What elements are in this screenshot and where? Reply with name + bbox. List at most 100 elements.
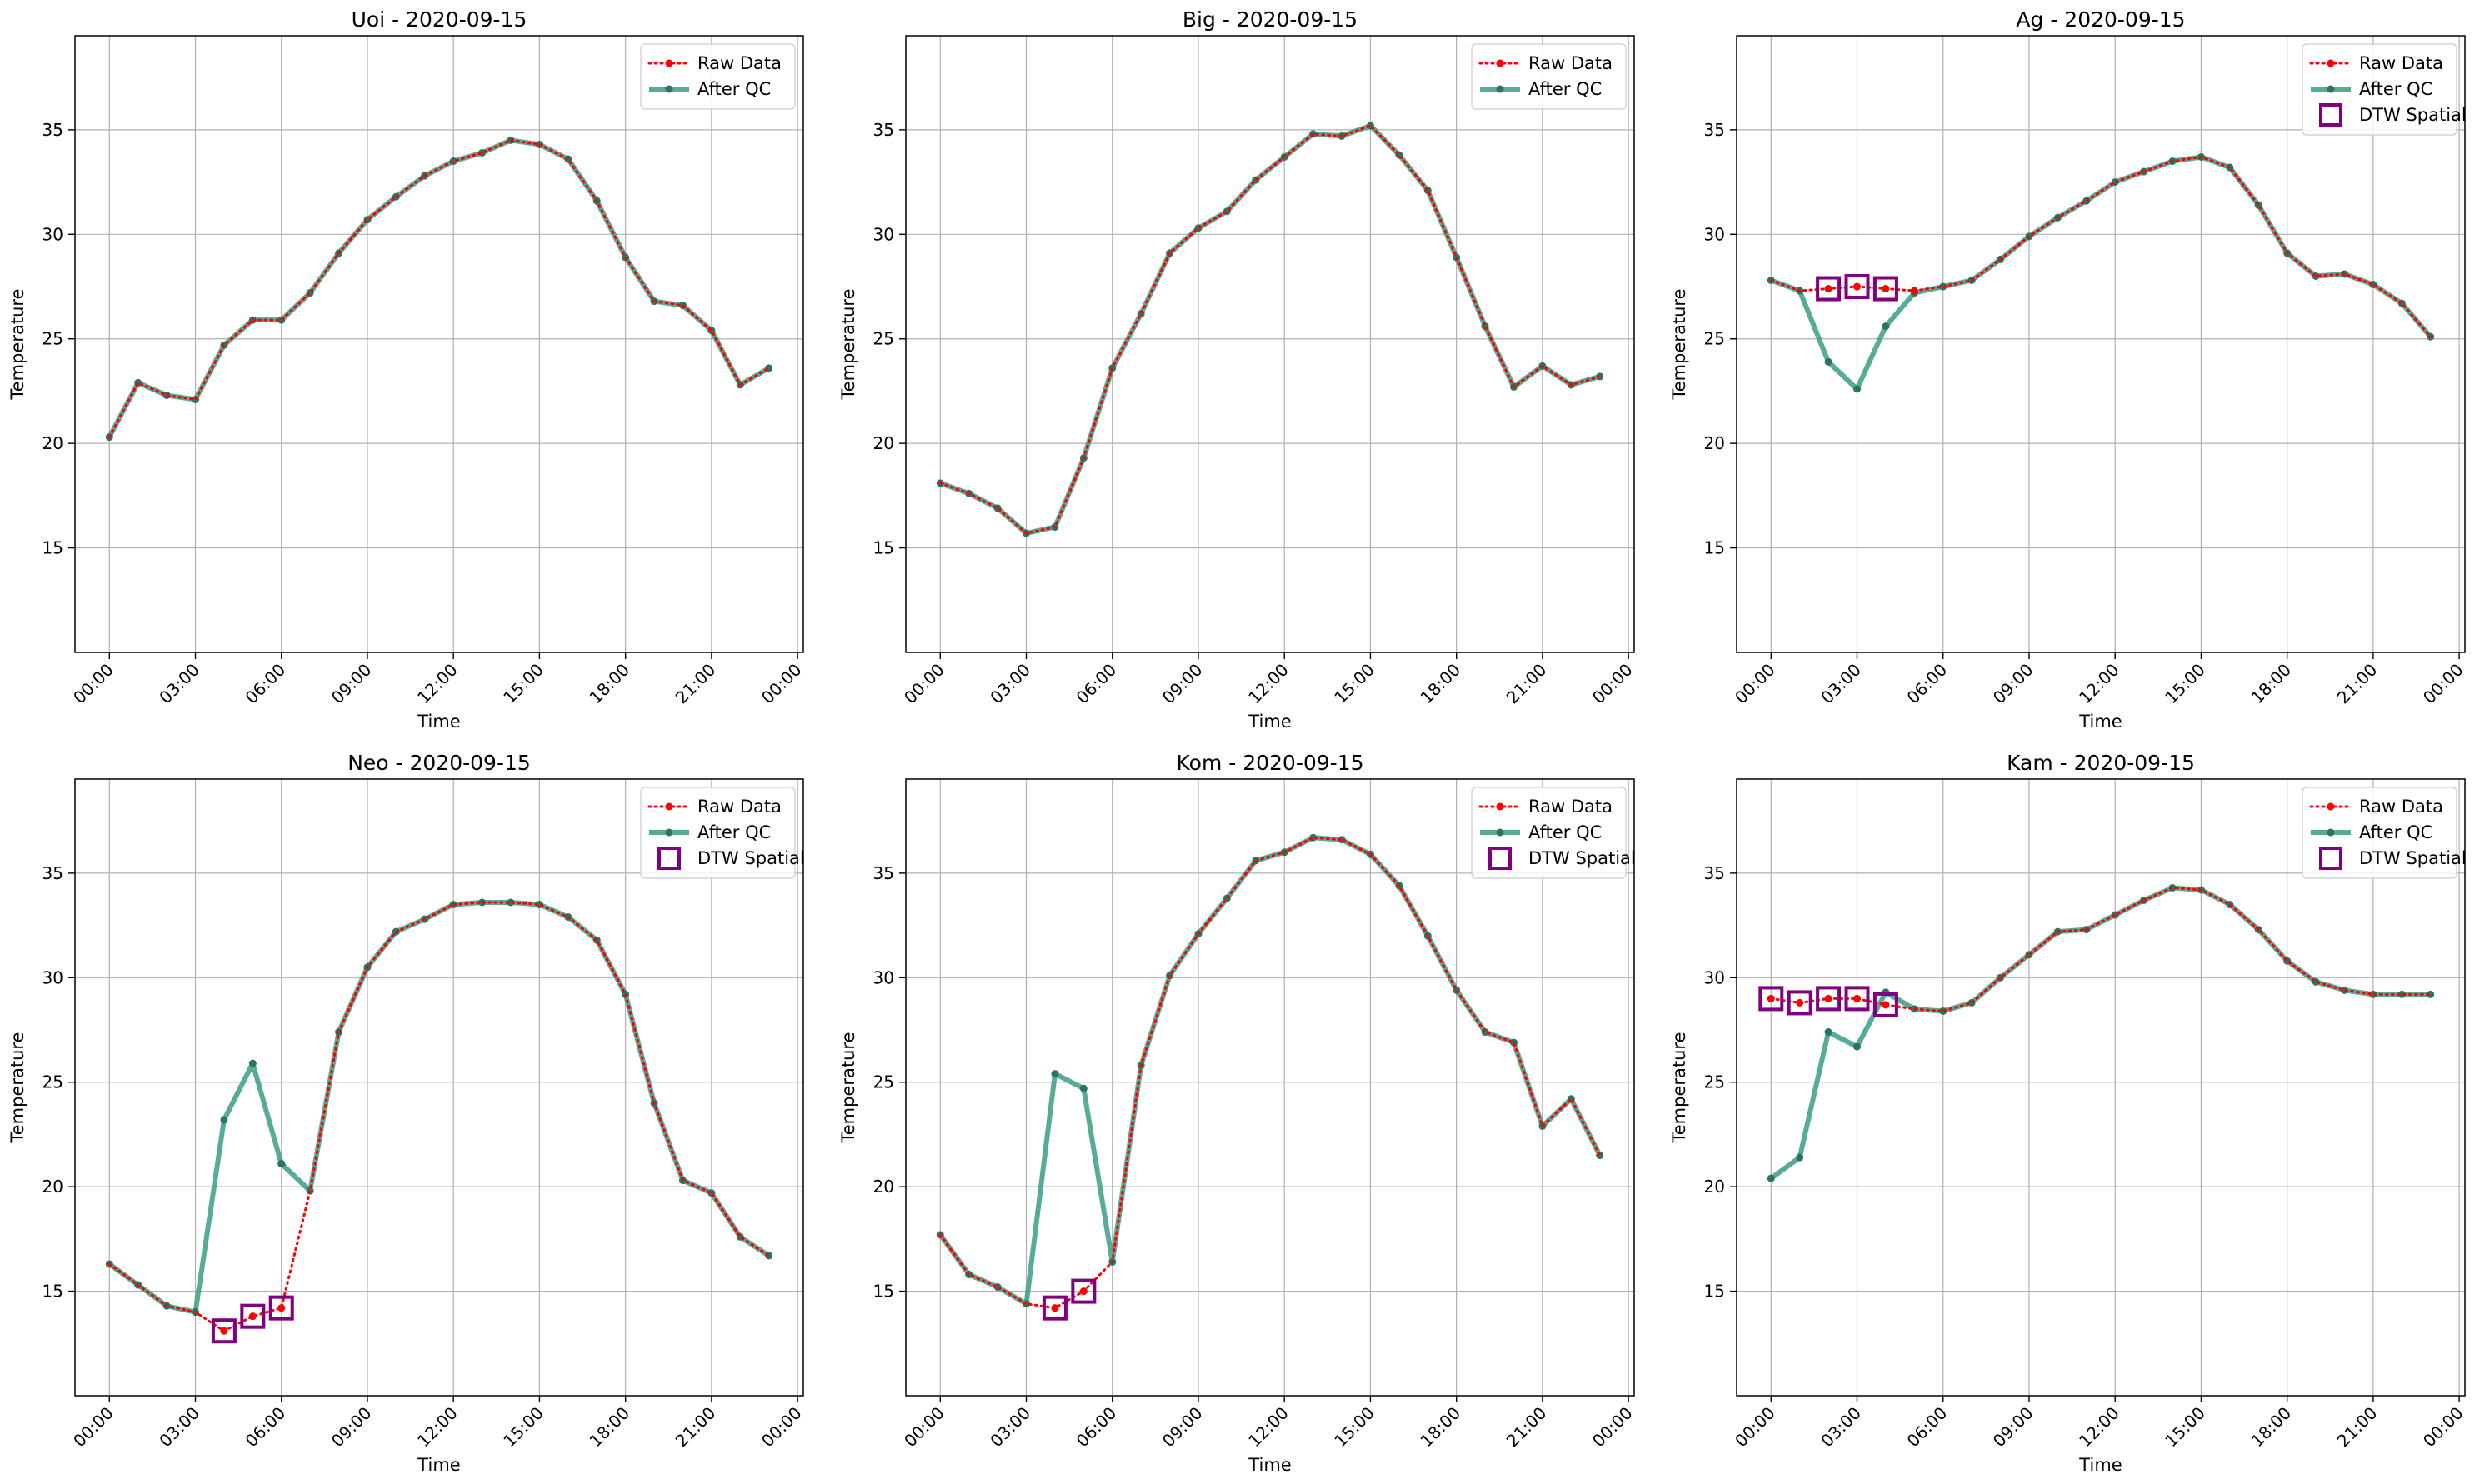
x-tick-label: 00:00 (900, 1403, 948, 1452)
legend-label: After QC (698, 822, 771, 842)
x-tick-label: 15:00 (2161, 1403, 2209, 1452)
x-tick-label: 09:00 (328, 1403, 376, 1452)
y-tick-label: 25 (873, 329, 894, 349)
y-tick-label: 20 (42, 433, 63, 453)
series-raw-line (1769, 886, 2432, 1012)
series-after-qc-line (939, 122, 1601, 537)
x-tick-label: 00:00 (2419, 660, 2468, 708)
grid (75, 779, 803, 1396)
x-tick-label: 18:00 (585, 660, 633, 708)
raw-point (220, 1327, 228, 1335)
x-tick-label: 00:00 (758, 660, 806, 708)
legend-label: Raw Data (698, 53, 782, 73)
y-tick-label: 30 (1704, 967, 1725, 987)
series-raw-markers (1767, 994, 1890, 1009)
x-axis-label: Time (1248, 1455, 1291, 1475)
x-tick-label: 06:00 (1072, 1403, 1121, 1452)
x-axis-label: Time (417, 1455, 460, 1475)
x-tick-label: 09:00 (1158, 1403, 1207, 1452)
qc-point (507, 898, 515, 907)
legend-swatch-qc-dot (2327, 85, 2335, 93)
legend-label: DTW Spatial (2359, 105, 2467, 125)
subplot-2: 00:00 03:00 06:00 09:00 12:00 15:00 18:00 21:00… (838, 7, 1637, 732)
x-tick-label: 06:00 (1903, 1403, 1952, 1452)
legend: Raw Data After QC DTW Spatial (1471, 787, 1636, 879)
qc-point (1824, 357, 1832, 366)
series-dtw-spatial (211, 1295, 294, 1344)
grid (1737, 36, 2465, 652)
dtw-marker (211, 1318, 237, 1344)
grid (75, 36, 803, 652)
y-tick-label: 30 (42, 967, 63, 987)
series-after-qc-markers (936, 122, 1604, 537)
ticks: 00:00 03:00 06:00 09:00 12:00 15:00 18:00 21:00… (1704, 863, 2468, 1451)
dtw-marker (268, 1295, 294, 1321)
series-after-qc-markers (1767, 883, 2435, 1182)
qc-point (1051, 1070, 1059, 1078)
raw-point (278, 1304, 286, 1312)
legend-swatch-dtw (1488, 847, 1512, 870)
y-tick-label: 20 (1704, 433, 1725, 453)
y-tick-label: 20 (873, 433, 894, 453)
x-tick-label: 00:00 (69, 660, 118, 708)
x-axis-label: Time (2078, 712, 2122, 732)
x-tick-label: 06:00 (1072, 660, 1121, 708)
x-tick-label: 06:00 (1903, 660, 1952, 708)
y-axis-label: Temperature (8, 288, 28, 400)
axes-frame (74, 778, 804, 1397)
x-tick-label: 06:00 (242, 1403, 290, 1452)
series-raw-line (108, 138, 771, 439)
dtw-marker (1872, 276, 1898, 302)
legend-label: Raw Data (698, 797, 782, 817)
x-tick-label: 03:00 (1817, 1403, 1865, 1452)
dtw-marker (1872, 992, 1898, 1017)
series-after-qc-line (938, 835, 1602, 1307)
legend-label: DTW Spatial (698, 848, 805, 868)
dtw-marker (1787, 990, 1812, 1016)
qc-point (1079, 1084, 1088, 1092)
x-axis-label: Time (2078, 1455, 2122, 1475)
ticks: 00:00 03:00 06:00 09:00 12:00 15:00 18:00 21:00… (42, 863, 806, 1451)
dtw-marker (240, 1303, 266, 1329)
x-tick-label: 06:00 (242, 660, 290, 708)
legend-label: Raw Data (1528, 53, 1612, 73)
legend: Raw Data After QC DTW Spatial (640, 787, 805, 879)
x-tick-label: 00:00 (1588, 660, 1637, 708)
legend-swatch-dtw (2319, 847, 2342, 870)
raw-point (248, 1312, 257, 1321)
y-tick-label: 15 (42, 1282, 63, 1302)
qc-point (1796, 1153, 1804, 1162)
dtw-marker (1816, 276, 1842, 302)
dtw-marker (1844, 986, 1870, 1012)
x-tick-label: 15:00 (499, 660, 548, 708)
x-tick-label: 18:00 (2247, 660, 2295, 708)
subplot-title: Kom - 2020-09-15 (1177, 751, 1364, 775)
qc-point (220, 1116, 228, 1124)
raw-point (1910, 287, 1918, 295)
y-tick-label: 25 (1704, 1072, 1725, 1092)
legend-swatch-raw-dot (2327, 802, 2335, 811)
y-tick-label: 25 (42, 1072, 63, 1092)
y-tick-label: 30 (42, 224, 63, 244)
x-tick-label: 18:00 (1416, 660, 1464, 708)
x-tick-label: 18:00 (1416, 1403, 1464, 1452)
legend-label: After QC (2359, 79, 2432, 99)
raw-point (1051, 1304, 1059, 1312)
qc-point (1939, 1007, 1948, 1015)
x-tick-label: 03:00 (986, 1403, 1034, 1452)
x-tick-label: 12:00 (1244, 1403, 1292, 1452)
legend: Raw Data After QC (1471, 43, 1627, 110)
x-tick-label: 15:00 (499, 1403, 548, 1452)
subplot-title: Uoi - 2020-09-15 (352, 7, 528, 32)
legend-swatch-qc-dot (2327, 828, 2335, 837)
subplot-4: 00:00 03:00 06:00 09:00 12:00 15:00 18:00 21:00… (8, 751, 806, 1475)
x-tick-label: 15:00 (1330, 660, 1378, 708)
y-tick-label: 35 (42, 120, 63, 140)
y-tick-label: 35 (873, 863, 894, 883)
series-raw-line (938, 124, 1602, 535)
raw-point (1824, 994, 1832, 1002)
legend-label: Raw Data (1528, 797, 1612, 817)
qc-point (248, 1059, 257, 1067)
legend-swatch-raw-dot (665, 802, 673, 811)
